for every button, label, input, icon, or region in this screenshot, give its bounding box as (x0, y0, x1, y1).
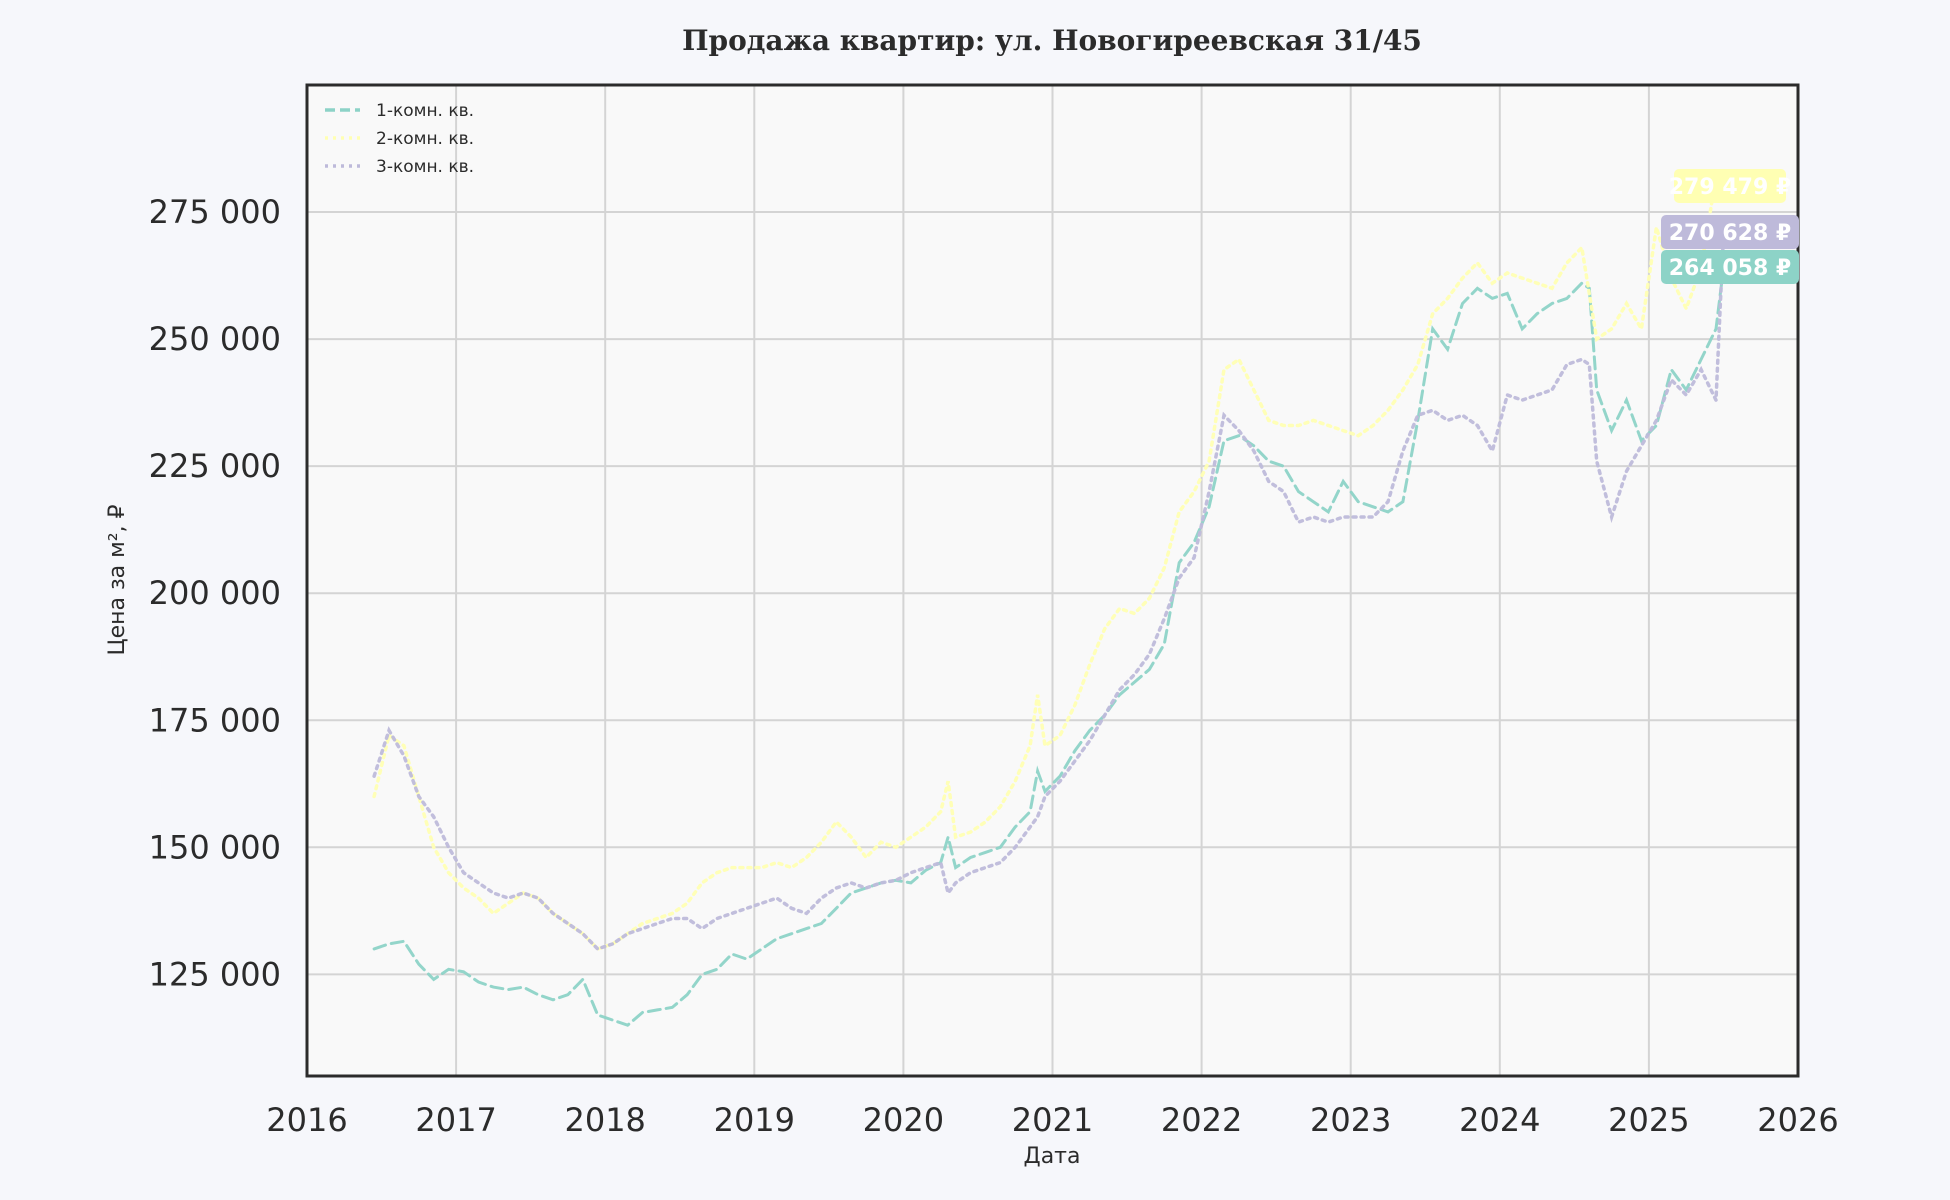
y-tick-label: 200 000 (149, 574, 281, 612)
x-tick-label: 2020 (863, 1101, 944, 1139)
end-value-badge (1661, 250, 1799, 284)
x-tick-label: 2024 (1459, 1101, 1540, 1139)
end-value-label: 270 628 ₽ (1669, 221, 1791, 246)
x-tick-label: 2019 (714, 1101, 795, 1139)
y-tick-label: 175 000 (149, 701, 281, 739)
y-tick-label: 250 000 (149, 320, 281, 358)
legend: 1-комн. кв. 2-комн. кв. 3-комн. кв. (325, 101, 474, 177)
x-axis-label: Дата (1024, 1144, 1081, 1169)
end-value-badge (1661, 215, 1799, 249)
y-axis-label: Цена за м², ₽ (105, 504, 130, 655)
x-tick-label: 2026 (1757, 1101, 1838, 1139)
y-tick-labels: 125 000 150 000 175 000 200 000 225 000 250 0… (149, 193, 281, 993)
end-value-badges: 264 058 ₽ 279 479 ₽ 270 628 ₽ (1661, 169, 1799, 284)
y-tick-label: 225 000 (149, 447, 281, 485)
x-tick-label: 2018 (564, 1101, 645, 1139)
y-tick-label: 275 000 (149, 193, 281, 231)
chart-title: Продажа квартир: ул. Новогиреевская 31/4… (682, 24, 1422, 57)
end-value-label: 279 479 ₽ (1669, 175, 1791, 200)
x-tick-label: 2021 (1012, 1101, 1093, 1139)
x-tick-label: 2025 (1608, 1101, 1689, 1139)
end-value-label: 264 058 ₽ (1669, 256, 1791, 281)
y-tick-label: 150 000 (149, 828, 281, 866)
plot-frame (305, 83, 1800, 1078)
x-tick-label: 2022 (1161, 1101, 1242, 1139)
x-tick-label: 2023 (1310, 1101, 1391, 1139)
x-tick-label: 2016 (266, 1101, 347, 1139)
x-tick-label: 2017 (415, 1101, 496, 1139)
series-lines (372, 171, 1726, 1027)
legend-label: 2-комн. кв. (376, 129, 474, 149)
series-line (372, 266, 1725, 1027)
series-line (372, 232, 1726, 951)
legend-label: 3-комн. кв. (376, 157, 474, 177)
y-tick-label: 125 000 (149, 955, 281, 993)
legend-label: 1-комн. кв. (376, 101, 474, 121)
x-tick-labels: 2016 2017 2018 2019 2020 2021 2022 2023 2024 2025… (266, 1101, 1838, 1139)
end-value-badge (1674, 169, 1786, 203)
